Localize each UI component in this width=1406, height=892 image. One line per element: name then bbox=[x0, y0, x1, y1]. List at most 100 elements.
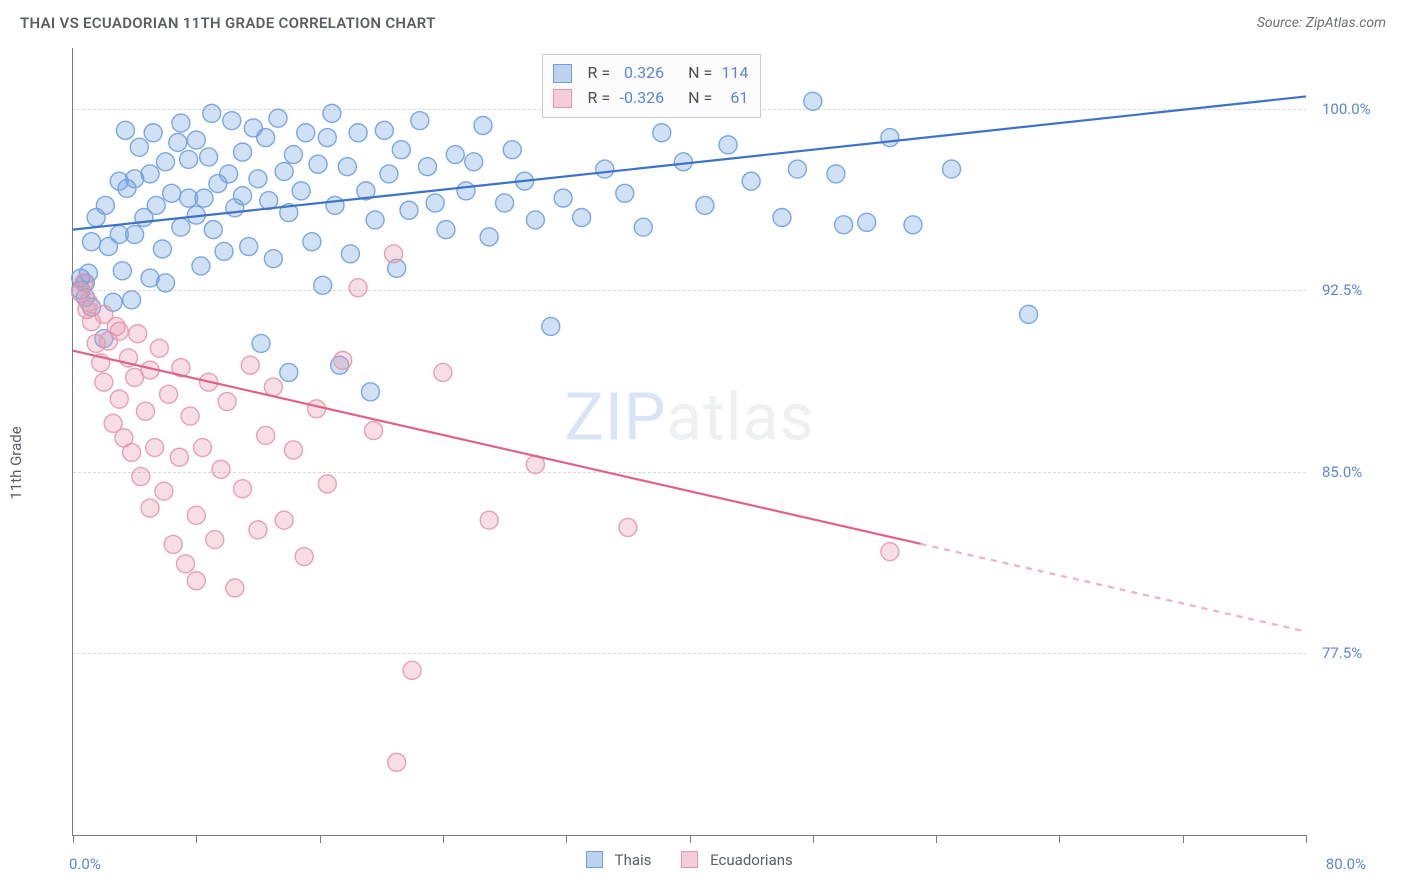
data-point bbox=[177, 555, 195, 573]
n-value-thais: 114 bbox=[720, 61, 748, 86]
source-label: Source: ZipAtlas.com bbox=[1257, 15, 1386, 31]
plot-svg bbox=[73, 48, 1306, 835]
data-point bbox=[292, 182, 310, 200]
data-point bbox=[696, 196, 714, 214]
data-point bbox=[446, 146, 464, 164]
data-point bbox=[215, 242, 233, 260]
chart-container: 11th Grade ZIPatlas R = 0.326 N = 114 R … bbox=[20, 48, 1386, 878]
data-point bbox=[674, 153, 692, 171]
data-point bbox=[252, 334, 270, 352]
data-point bbox=[234, 143, 252, 161]
data-point bbox=[634, 218, 652, 236]
data-point bbox=[457, 182, 475, 200]
swatch-thais-icon bbox=[553, 64, 572, 83]
data-point bbox=[226, 579, 244, 597]
data-point bbox=[904, 216, 922, 234]
data-point bbox=[827, 165, 845, 183]
data-point bbox=[542, 317, 560, 335]
data-point bbox=[220, 165, 238, 183]
data-point bbox=[116, 121, 134, 139]
data-point bbox=[275, 162, 293, 180]
data-point bbox=[129, 325, 147, 343]
data-point bbox=[619, 518, 637, 536]
data-point bbox=[303, 233, 321, 251]
legend-row-thais: R = 0.326 N = 114 bbox=[553, 61, 749, 86]
data-point bbox=[192, 257, 210, 275]
data-point bbox=[212, 460, 230, 478]
data-point bbox=[719, 136, 737, 154]
data-point bbox=[164, 535, 182, 553]
data-point bbox=[742, 172, 760, 190]
data-point bbox=[437, 221, 455, 239]
data-point bbox=[187, 506, 205, 524]
data-point bbox=[203, 104, 221, 122]
data-point bbox=[349, 279, 367, 297]
data-point bbox=[280, 363, 298, 381]
data-point bbox=[380, 165, 398, 183]
data-point bbox=[653, 124, 671, 142]
data-point bbox=[554, 189, 572, 207]
r-label: R = bbox=[588, 86, 611, 111]
data-point bbox=[95, 373, 113, 391]
data-point bbox=[496, 194, 514, 212]
data-point bbox=[141, 499, 159, 517]
data-point bbox=[249, 521, 267, 539]
data-point bbox=[193, 439, 211, 457]
data-point bbox=[858, 213, 876, 231]
data-point bbox=[338, 158, 356, 176]
data-point bbox=[616, 184, 634, 202]
data-point bbox=[195, 189, 213, 207]
data-point bbox=[1020, 305, 1038, 323]
x-tick bbox=[1183, 835, 1184, 843]
data-point bbox=[314, 276, 332, 294]
regression-line-projected bbox=[921, 544, 1306, 632]
data-point bbox=[241, 356, 259, 374]
data-point bbox=[385, 245, 403, 263]
y-axis-label: 11th Grade bbox=[7, 426, 25, 499]
data-point bbox=[434, 363, 452, 381]
data-point bbox=[341, 245, 359, 263]
data-point bbox=[123, 443, 141, 461]
chart-title: THAI VS ECUADORIAN 11TH GRADE CORRELATIO… bbox=[20, 14, 436, 32]
data-point bbox=[388, 753, 406, 771]
data-point bbox=[144, 124, 162, 142]
data-point bbox=[172, 218, 190, 236]
data-point bbox=[110, 322, 128, 340]
plot-area: ZIPatlas R = 0.326 N = 114 R = -0.326 N … bbox=[72, 48, 1306, 836]
data-point bbox=[240, 238, 258, 256]
data-point bbox=[180, 150, 198, 168]
n-value-ecuadorians: 61 bbox=[720, 86, 748, 111]
data-point bbox=[326, 196, 344, 214]
data-point bbox=[147, 196, 165, 214]
data-point bbox=[426, 194, 444, 212]
data-point bbox=[366, 211, 384, 229]
swatch-ecuadorians-icon bbox=[681, 851, 698, 868]
data-point bbox=[881, 129, 899, 147]
x-tick bbox=[196, 835, 197, 843]
data-point bbox=[150, 339, 168, 357]
legend-label-thais: Thais bbox=[615, 851, 652, 869]
data-point bbox=[480, 228, 498, 246]
data-point bbox=[480, 511, 498, 529]
data-point bbox=[804, 92, 822, 110]
data-point bbox=[75, 274, 93, 292]
data-point bbox=[155, 482, 173, 500]
r-value-thais: 0.326 bbox=[618, 61, 664, 86]
data-point bbox=[465, 153, 483, 171]
data-point bbox=[163, 184, 181, 202]
data-point bbox=[218, 393, 236, 411]
x-tick bbox=[813, 835, 814, 843]
data-point bbox=[411, 112, 429, 130]
data-point bbox=[361, 383, 379, 401]
n-label: N = bbox=[688, 61, 712, 86]
data-point bbox=[323, 104, 341, 122]
x-tick bbox=[320, 835, 321, 843]
data-point bbox=[309, 155, 327, 173]
data-point bbox=[223, 112, 241, 130]
x-tick bbox=[566, 835, 567, 843]
data-point bbox=[943, 160, 961, 178]
data-point bbox=[788, 160, 806, 178]
data-point bbox=[156, 274, 174, 292]
legend-label-ecuadorians: Ecuadorians bbox=[710, 851, 793, 869]
data-point bbox=[526, 211, 544, 229]
